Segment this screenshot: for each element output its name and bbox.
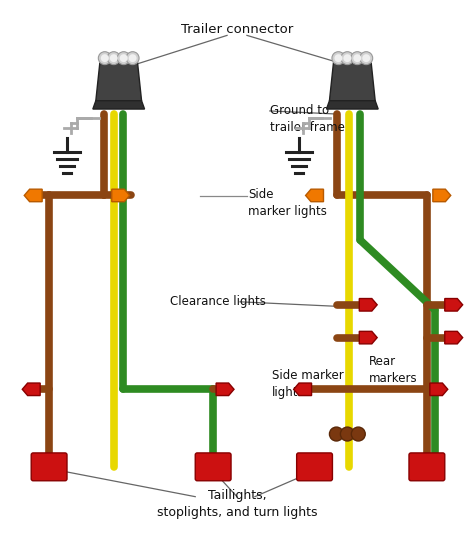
Circle shape [117, 52, 130, 64]
Circle shape [351, 52, 364, 64]
Text: Clearance lights: Clearance lights [170, 295, 266, 308]
Polygon shape [96, 63, 142, 101]
Circle shape [101, 54, 109, 62]
Text: Ground to
trailer frame: Ground to trailer frame [270, 104, 345, 134]
Polygon shape [216, 383, 234, 395]
Text: Trailer connector: Trailer connector [181, 23, 293, 36]
Circle shape [343, 54, 351, 62]
Text: Rear
markers: Rear markers [369, 354, 418, 385]
Polygon shape [24, 189, 42, 202]
Polygon shape [433, 189, 451, 202]
Polygon shape [445, 331, 463, 344]
Polygon shape [327, 101, 378, 109]
Circle shape [98, 52, 111, 64]
Circle shape [107, 52, 120, 64]
Circle shape [120, 54, 128, 62]
Polygon shape [93, 101, 145, 109]
Text: Taillights,
stoplights, and turn lights: Taillights, stoplights, and turn lights [157, 489, 317, 519]
Circle shape [341, 52, 354, 64]
Circle shape [126, 52, 139, 64]
Polygon shape [112, 189, 129, 202]
Circle shape [351, 427, 365, 441]
Polygon shape [359, 331, 377, 344]
Polygon shape [22, 383, 40, 395]
Polygon shape [430, 383, 448, 395]
Polygon shape [294, 383, 311, 395]
Circle shape [332, 52, 345, 64]
FancyBboxPatch shape [297, 453, 332, 481]
Circle shape [110, 54, 118, 62]
Polygon shape [306, 189, 323, 202]
FancyBboxPatch shape [409, 453, 445, 481]
Circle shape [340, 427, 354, 441]
Circle shape [329, 427, 343, 441]
Polygon shape [445, 299, 463, 311]
FancyBboxPatch shape [195, 453, 231, 481]
Text: Side marker
lights: Side marker lights [272, 370, 344, 399]
Polygon shape [329, 63, 375, 101]
Circle shape [128, 54, 137, 62]
Polygon shape [359, 299, 377, 311]
Circle shape [353, 54, 361, 62]
Circle shape [362, 54, 370, 62]
FancyBboxPatch shape [31, 453, 67, 481]
Text: Side
marker lights: Side marker lights [248, 188, 327, 219]
Circle shape [335, 54, 342, 62]
Circle shape [360, 52, 373, 64]
